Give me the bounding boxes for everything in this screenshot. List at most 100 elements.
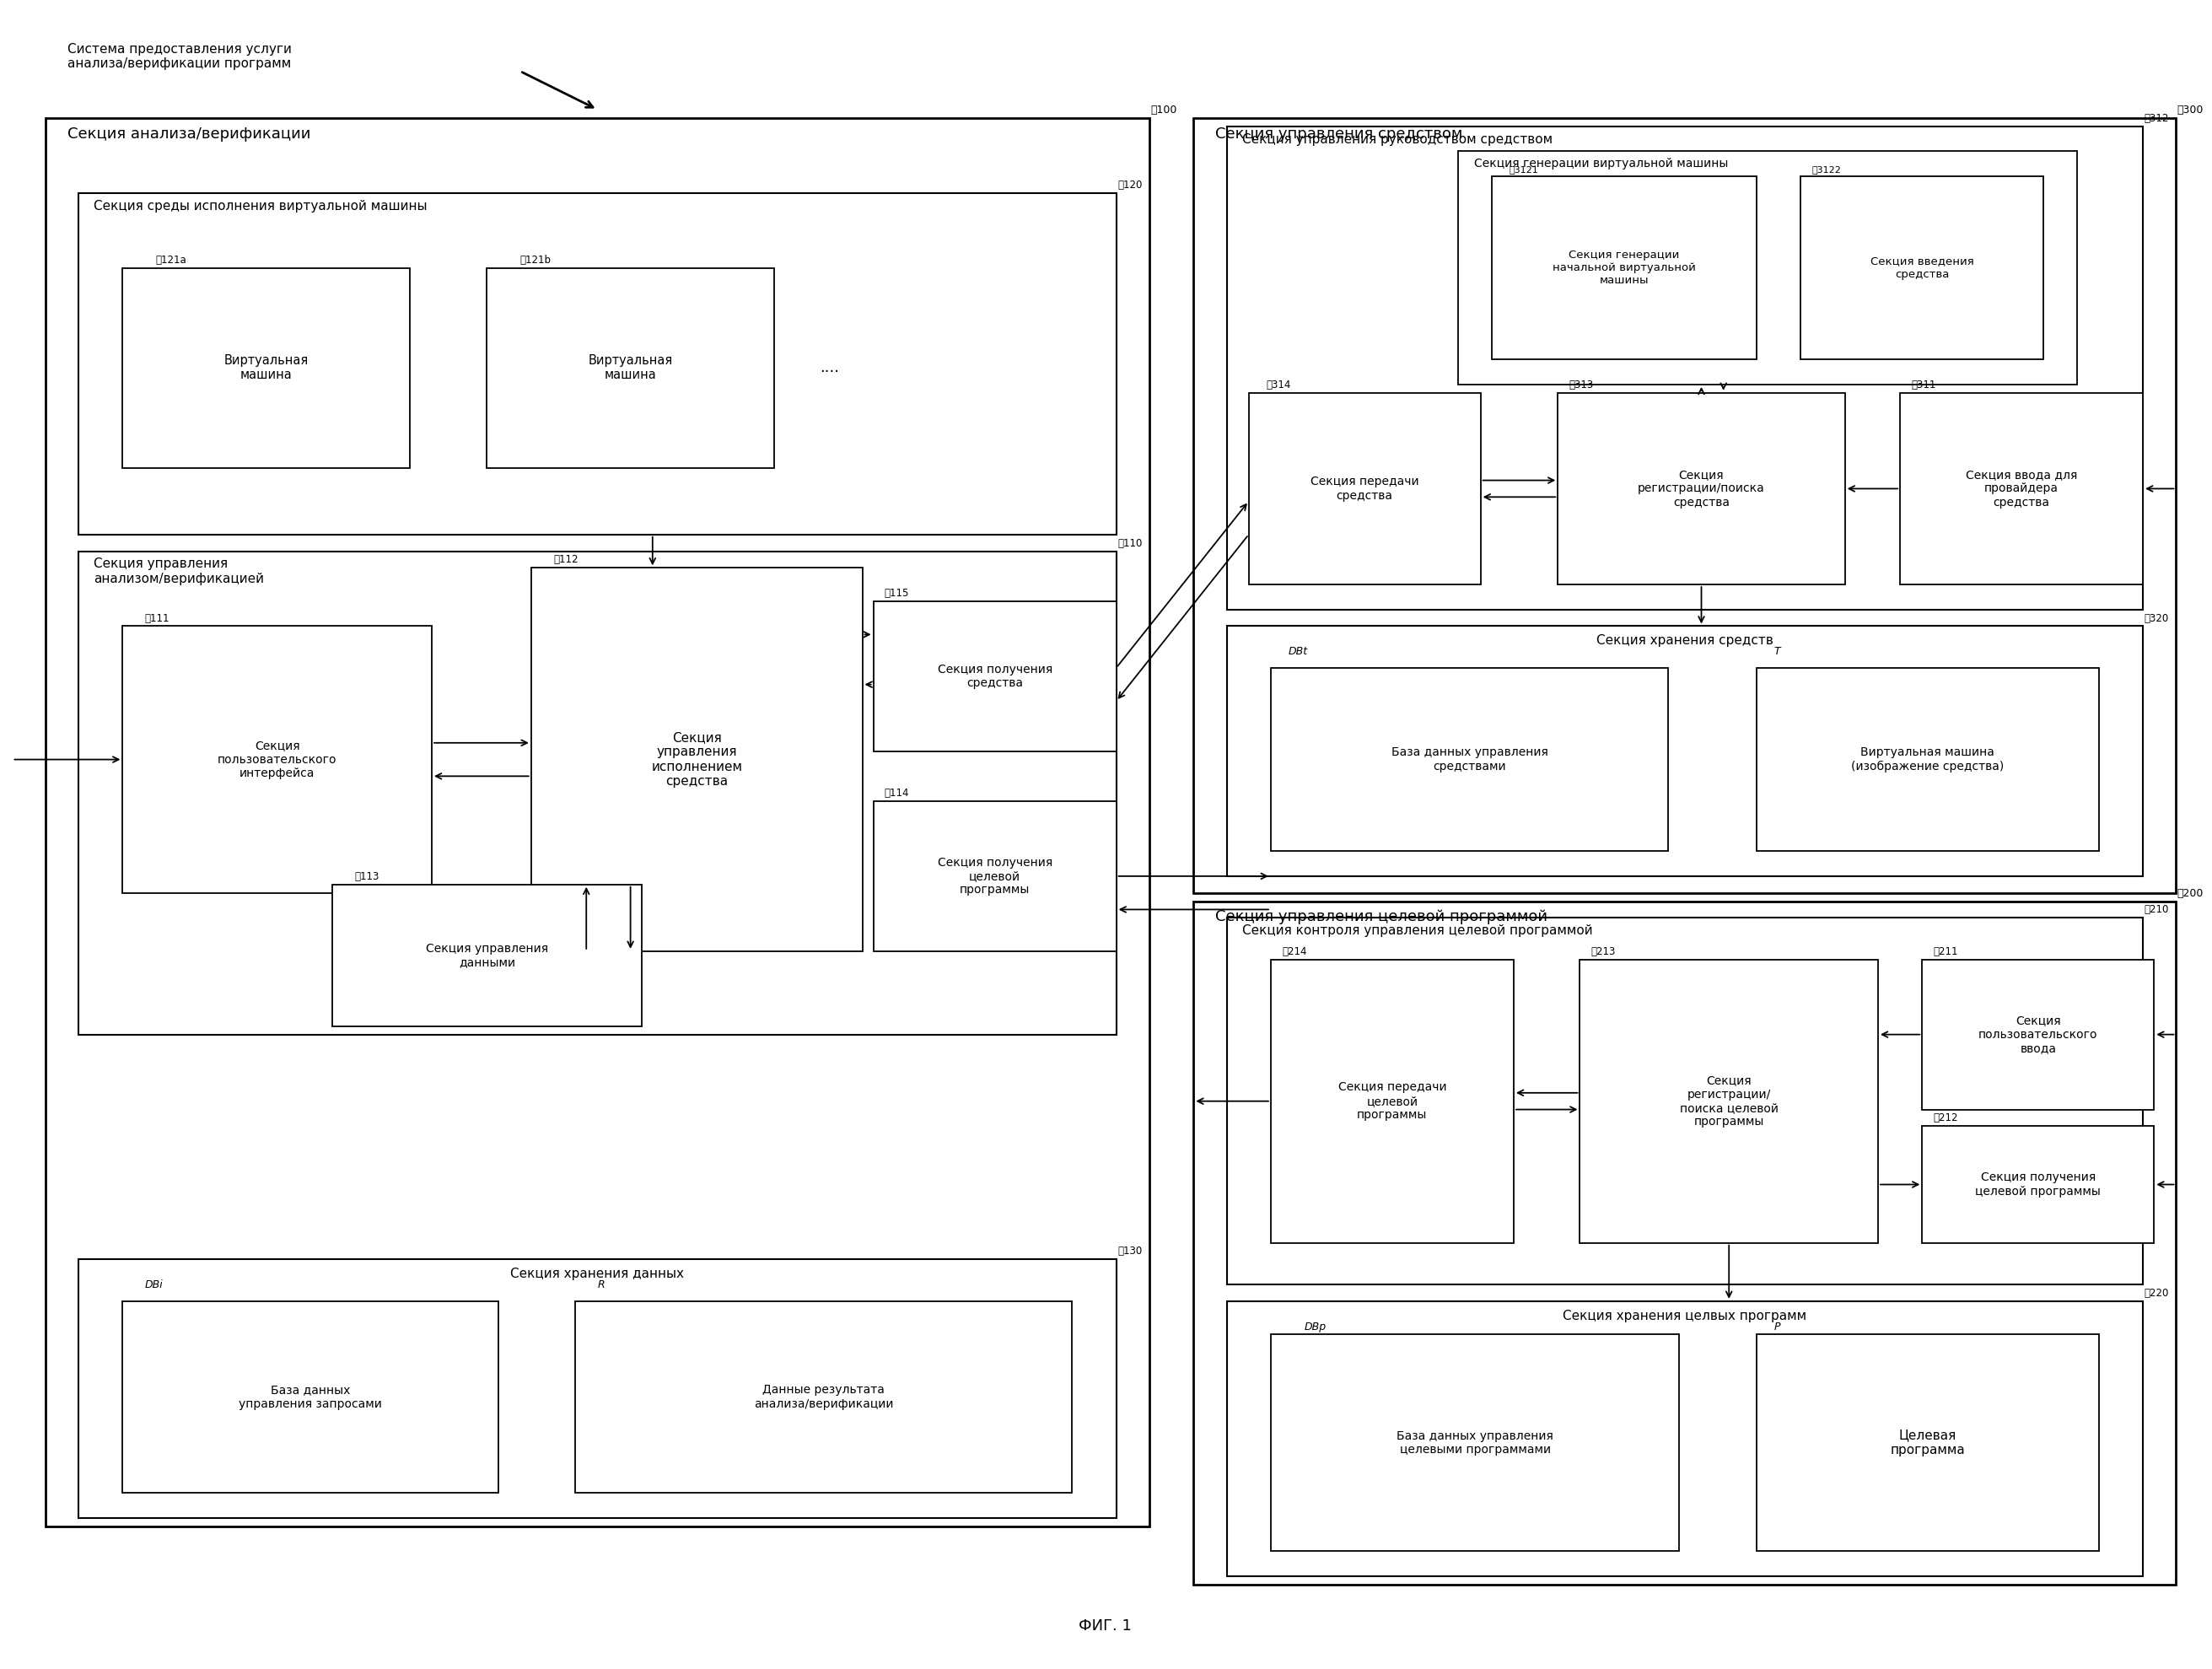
Bar — [1557, 392, 1845, 584]
Text: Секция передачи
целевой
программы: Секция передачи целевой программы — [1338, 1082, 1447, 1120]
Text: Виртуальная
машина: Виртуальная машина — [588, 354, 672, 382]
Bar — [77, 1260, 1117, 1517]
Text: DBi: DBi — [144, 1280, 164, 1290]
Text: DBp: DBp — [1303, 1322, 1325, 1332]
Text: Секция
пользовательского
интерфейса: Секция пользовательского интерфейса — [217, 739, 336, 779]
Text: ⸏113: ⸏113 — [354, 871, 378, 881]
Text: ⸏111: ⸏111 — [144, 613, 170, 624]
Bar — [1228, 1302, 2143, 1576]
Text: Секция управления средством: Секция управления средством — [1217, 127, 1462, 142]
Text: ⸏121b: ⸏121b — [520, 254, 551, 265]
Bar — [1228, 918, 2143, 1285]
Text: Система предоставления услуги
анализа/верификации программ: Система предоставления услуги анализа/ве… — [66, 43, 292, 70]
Text: ⸏120: ⸏120 — [1117, 179, 1141, 190]
Text: Секция
регистрации/
поиска целевой
программы: Секция регистрации/ поиска целевой прогр… — [1679, 1075, 1778, 1128]
Text: ⸏311: ⸏311 — [1911, 379, 1936, 391]
Bar — [874, 601, 1117, 751]
Text: ⸏100: ⸏100 — [1150, 105, 1177, 115]
Bar — [1579, 960, 1878, 1243]
Text: Секция хранения средств: Секция хранения средств — [1597, 634, 1774, 648]
Text: Секция управления
анализом/верификацией: Секция управления анализом/верификацией — [93, 557, 263, 586]
Bar — [77, 551, 1117, 1035]
Bar — [77, 194, 1117, 534]
Bar — [1194, 901, 2177, 1584]
Text: Секция передачи
средства: Секция передачи средства — [1310, 476, 1418, 501]
Text: ⸏115: ⸏115 — [885, 587, 909, 599]
Text: ⸏314: ⸏314 — [1267, 379, 1292, 391]
Text: Секция
пользовательского
ввода: Секция пользовательского ввода — [1978, 1015, 2097, 1055]
Text: ....: .... — [818, 361, 838, 376]
Text: T: T — [1774, 646, 1781, 658]
Text: Секция введения
средства: Секция введения средства — [1871, 255, 1973, 280]
Text: ⸏211: ⸏211 — [1933, 946, 1958, 956]
Text: Целевая
программа: Целевая программа — [1891, 1429, 1964, 1457]
Bar — [531, 567, 863, 951]
Text: ⸏3121: ⸏3121 — [1509, 165, 1540, 174]
Text: ⸏320: ⸏320 — [2143, 613, 2168, 624]
Text: Виртуальная
машина: Виртуальная машина — [223, 354, 307, 382]
Text: ⸏110: ⸏110 — [1117, 537, 1141, 549]
Text: Секция среды исполнения виртуальной машины: Секция среды исполнения виртуальной маши… — [93, 200, 427, 212]
Text: ⸏210: ⸏210 — [2143, 905, 2168, 915]
Text: Секция управления
данными: Секция управления данными — [425, 943, 549, 968]
Text: ⸏114: ⸏114 — [885, 788, 909, 799]
Text: Секция анализа/верификации: Секция анализа/верификации — [66, 127, 310, 142]
Bar — [1272, 1335, 1679, 1551]
Bar — [1922, 960, 2154, 1110]
Text: Секция получения
целевой программы: Секция получения целевой программы — [1975, 1172, 2101, 1197]
Bar — [874, 801, 1117, 951]
Bar — [1491, 177, 1756, 359]
Bar — [122, 267, 409, 467]
Bar — [487, 267, 774, 467]
Text: ⸏3122: ⸏3122 — [1812, 165, 1840, 174]
Text: База данных
управления запросами: База данных управления запросами — [239, 1384, 383, 1410]
Text: Секция
регистрации/поиска
средства: Секция регистрации/поиска средства — [1637, 469, 1765, 509]
Bar — [1272, 668, 1668, 851]
Text: Секция генерации
начальной виртуальной
машины: Секция генерации начальной виртуальной м… — [1553, 250, 1697, 285]
Text: ⸏121a: ⸏121a — [155, 254, 186, 265]
Text: ⸏200: ⸏200 — [2177, 888, 2203, 898]
Text: База данных управления
средствами: База данных управления средствами — [1391, 746, 1548, 773]
Bar — [332, 885, 641, 1026]
Bar — [575, 1302, 1073, 1492]
Text: ⸏313: ⸏313 — [1568, 379, 1593, 391]
Bar — [1228, 127, 2143, 609]
Text: ⸏112: ⸏112 — [553, 554, 577, 566]
Text: ⸏220: ⸏220 — [2143, 1288, 2168, 1298]
Text: ⸏130: ⸏130 — [1117, 1247, 1141, 1257]
Bar — [122, 626, 431, 893]
Bar — [1922, 1127, 2154, 1243]
Bar — [1458, 152, 2077, 384]
Text: ⸏212: ⸏212 — [1933, 1113, 1958, 1123]
Text: ⸏214: ⸏214 — [1281, 946, 1307, 956]
Text: P: P — [1774, 1322, 1781, 1332]
Text: Секция
управления
исполнением
средства: Секция управления исполнением средства — [650, 731, 743, 788]
Bar — [1194, 118, 2177, 893]
Bar — [1250, 392, 1480, 584]
Text: R: R — [597, 1280, 604, 1290]
Bar — [1801, 177, 2044, 359]
Text: ⸏312: ⸏312 — [2143, 113, 2168, 124]
Bar — [44, 118, 1150, 1525]
Text: ФИГ. 1: ФИГ. 1 — [1079, 1619, 1133, 1634]
Text: Секция ввода для
провайдера
средства: Секция ввода для провайдера средства — [1966, 469, 2077, 509]
Text: DBt: DBt — [1287, 646, 1307, 658]
Bar — [1228, 626, 2143, 876]
Text: Секция хранения целвых программ: Секция хранения целвых программ — [1564, 1310, 1807, 1322]
Text: ⸏213: ⸏213 — [1590, 946, 1615, 956]
Text: Секция хранения данных: Секция хранения данных — [511, 1268, 684, 1280]
Bar — [1756, 668, 2099, 851]
Text: Секция управления руководством средством: Секция управления руководством средством — [1243, 134, 1553, 145]
Text: ⸏300: ⸏300 — [2177, 105, 2203, 115]
Text: База данных управления
целевыми программами: База данных управления целевыми программ… — [1396, 1430, 1553, 1455]
Text: Секция получения
целевой
программы: Секция получения целевой программы — [938, 856, 1053, 896]
Text: Виртуальная машина
(изображение средства): Виртуальная машина (изображение средства… — [1851, 746, 2004, 773]
Text: Секция управления целевой программой: Секция управления целевой программой — [1217, 910, 1548, 925]
Text: Секция получения
средства: Секция получения средства — [938, 664, 1053, 689]
Text: Секция контроля управления целевой программой: Секция контроля управления целевой прогр… — [1243, 925, 1593, 938]
Text: Секция генерации виртуальной машины: Секция генерации виртуальной машины — [1473, 159, 1728, 170]
Text: Данные результата
анализа/верификации: Данные результата анализа/верификации — [754, 1384, 894, 1410]
Bar — [1756, 1335, 2099, 1551]
Bar — [1900, 392, 2143, 584]
Bar — [122, 1302, 498, 1492]
